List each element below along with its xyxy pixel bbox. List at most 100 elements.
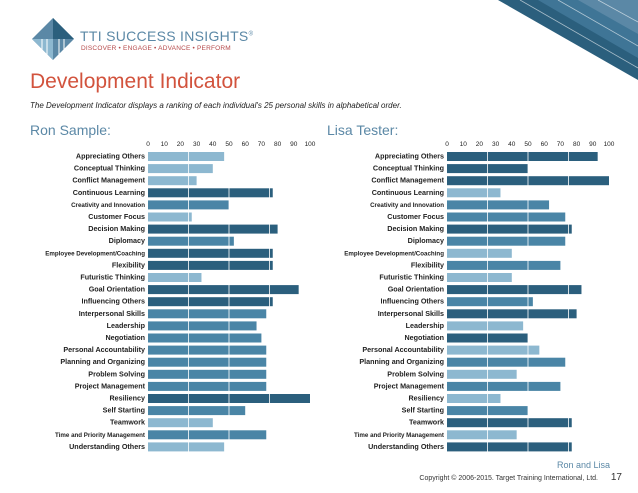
ron-bar-teamwork [148, 418, 213, 428]
lisa-x-tick-50: 50 [524, 141, 532, 148]
lisa-category-label: Customer Focus [387, 212, 444, 221]
ron-bar-conceptual-thinking [148, 164, 213, 174]
lisa-category-label: Goal Orientation [388, 285, 444, 294]
ron-category-label: Personal Accountability [63, 345, 145, 354]
ron-x-tick-90: 90 [290, 141, 298, 148]
lisa-bar-understanding-others [447, 442, 572, 452]
lisa-bar-employee-development-coaching [447, 248, 512, 258]
lisa-bar-flexibility [447, 260, 561, 270]
lisa-x-tick-80: 80 [573, 141, 581, 148]
lisa-bar-leadership [447, 321, 524, 331]
footer-names: Ron and Lisa [556, 460, 610, 470]
brand-tagline: DISCOVER • ENGAGE • ADVANCE • PERFORM [81, 45, 231, 52]
lisa-bar-diplomacy [447, 236, 566, 246]
ron-bar-conflict-management [148, 176, 197, 186]
ron-category-label: Customer Focus [88, 212, 145, 221]
ron-bar-problem-solving [148, 369, 267, 379]
ron-bar-futuristic-thinking [148, 273, 202, 282]
ron-bar-employee-development-coaching [148, 248, 273, 258]
ron-x-tick-100: 100 [305, 141, 316, 148]
ron-category-label: Teamwork [110, 418, 145, 427]
lisa-x-tick-20: 20 [476, 141, 484, 148]
lisa-bar-influencing-others [447, 297, 533, 307]
lisa-x-tick-10: 10 [460, 141, 468, 148]
ron-category-label: Goal Orientation [89, 285, 145, 294]
lisa-bar-problem-solving [447, 369, 517, 379]
lisa-x-tick-0: 0 [445, 141, 449, 148]
lisa-category-label: Problem Solving [387, 369, 444, 378]
brand-name: TTI SUCCESS INSIGHTS® [80, 28, 254, 44]
lisa-bar-customer-focus [447, 212, 566, 222]
ron-x-tick-0: 0 [146, 141, 150, 148]
ron-category-label: Decision Making [88, 224, 145, 233]
tti-logo-icon [32, 18, 74, 60]
lisa-category-label: Resiliency [408, 394, 444, 403]
ron-category-label: Time and Priority Management [55, 432, 145, 439]
lisa-category-label: Influencing Others [381, 297, 445, 306]
chart-title-ron: Ron Sample: [30, 122, 111, 138]
lisa-bar-appreciating-others [447, 152, 598, 161]
lisa-bar-creativity-and-innovation [447, 200, 550, 210]
ron-bar-project-management [148, 381, 267, 391]
ron-category-label: Interpersonal Skills [79, 309, 145, 318]
ron-bar-interpersonal-skills [148, 309, 267, 319]
ron-bar-influencing-others [148, 297, 273, 307]
lisa-category-label: Understanding Others [368, 442, 444, 451]
lisa-category-label: Teamwork [409, 418, 444, 427]
page-title: Development Indicator [30, 70, 241, 93]
lisa-category-label: Personal Accountability [362, 345, 444, 354]
ron-x-tick-30: 30 [193, 141, 201, 148]
ron-category-label: Influencing Others [82, 297, 146, 306]
lisa-bar-planning-and-organizing [447, 357, 566, 367]
ron-bar-customer-focus [148, 212, 192, 222]
ron-bar-personal-accountability [148, 345, 267, 355]
lisa-category-label: Interpersonal Skills [378, 309, 444, 318]
ron-category-label: Flexibility [112, 260, 145, 269]
lisa-x-tick-30: 30 [492, 141, 500, 148]
lisa-bar-resiliency [447, 394, 501, 403]
lisa-bar-project-management [447, 381, 561, 391]
ron-x-tick-10: 10 [161, 141, 169, 148]
ron-x-tick-20: 20 [177, 141, 185, 148]
lisa-category-label: Self Starting [402, 406, 444, 415]
lisa-category-label: Decision Making [387, 224, 444, 233]
lisa-bar-time-and-priority-management [447, 430, 517, 440]
ron-bar-decision-making [148, 224, 278, 234]
ron-category-label: Appreciating Others [76, 152, 145, 161]
lisa-category-label: Negotiation [404, 333, 444, 342]
ron-category-label: Planning and Organizing [60, 357, 145, 366]
ron-x-tick-60: 60 [242, 141, 250, 148]
lisa-x-tick-40: 40 [508, 141, 516, 148]
ron-category-label: Understanding Others [69, 442, 145, 451]
ron-category-label: Continuous Learning [73, 188, 145, 197]
lisa-skills-chart: 0 10 20 30 40 50 60 70 80 90 100 Appreciating Other… [344, 141, 615, 454]
lisa-category-label: Diplomacy [408, 236, 444, 245]
ron-bar-self-starting [148, 406, 246, 416]
ron-category-label: Self Starting [103, 406, 145, 415]
ron-bar-time-and-priority-management [148, 430, 267, 440]
lisa-bar-futuristic-thinking [447, 273, 512, 282]
ron-category-label: Negotiation [105, 333, 145, 342]
ron-bar-appreciating-others [148, 152, 225, 161]
page-subtitle: The Development Indicator displays a ran… [30, 101, 402, 110]
lisa-category-label: Creativity and Innovation [370, 202, 444, 209]
ron-category-label: Conceptual Thinking [74, 164, 145, 173]
lisa-bar-decision-making [447, 224, 572, 234]
ron-category-label: Futuristic Thinking [80, 273, 145, 282]
ron-category-label: Resiliency [109, 394, 145, 403]
lisa-bar-personal-accountability [447, 345, 540, 355]
lisa-category-label: Leadership [406, 321, 445, 330]
ron-bar-diplomacy [148, 236, 234, 246]
lisa-category-label: Flexibility [411, 260, 444, 269]
ron-category-label: Conflict Management [72, 176, 145, 185]
lisa-category-label: Appreciating Others [375, 152, 444, 161]
ron-x-tick-80: 80 [274, 141, 282, 148]
ron-bar-flexibility [148, 260, 273, 270]
footer-copyright: Copyright © 2006-2015. Target Training I… [419, 475, 598, 482]
lisa-category-label: Project Management [374, 381, 445, 390]
ron-category-label: Project Management [75, 381, 146, 390]
lisa-category-label: Planning and Organizing [359, 357, 444, 366]
lisa-category-label: Time and Priority Management [354, 432, 444, 439]
ron-bar-planning-and-organizing [148, 357, 267, 367]
chart-title-lisa: Lisa Tester: [327, 122, 399, 138]
